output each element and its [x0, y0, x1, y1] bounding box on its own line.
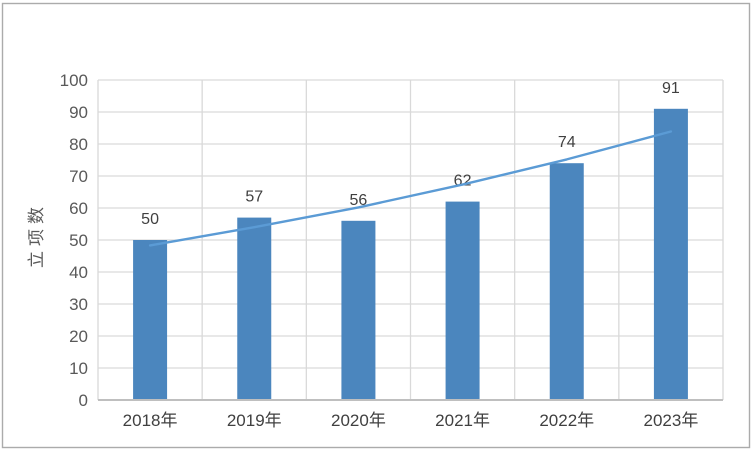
y-tick-label: 50	[69, 231, 88, 250]
bar	[237, 217, 272, 400]
x-category-label: 2023年	[644, 411, 699, 430]
y-tick-label: 90	[69, 103, 88, 122]
y-tick-label: 70	[69, 167, 88, 186]
y-tick-label: 20	[69, 327, 88, 346]
data-label: 91	[662, 80, 680, 97]
data-label: 74	[558, 134, 576, 151]
x-category-label: 2018年	[123, 411, 178, 430]
y-tick-label: 60	[69, 199, 88, 218]
y-tick-label: 10	[69, 359, 88, 378]
trend-line	[148, 130, 673, 247]
bar	[549, 163, 584, 400]
y-tick-label: 100	[60, 71, 88, 90]
data-label: 50	[141, 211, 159, 228]
x-category-label: 2021年	[435, 411, 490, 430]
data-label: 57	[245, 189, 263, 206]
x-category-label: 2019年	[227, 411, 282, 430]
y-tick-label: 30	[69, 295, 88, 314]
y-tick-label: 80	[69, 135, 88, 154]
data-label: 56	[350, 192, 368, 209]
x-category-label: 2022年	[539, 411, 594, 430]
bar	[341, 220, 376, 400]
y-tick-label: 0	[79, 391, 88, 410]
bar	[445, 201, 480, 400]
y-axis-title: 立项数	[27, 202, 46, 268]
y-tick-label: 40	[69, 263, 88, 282]
bar	[133, 240, 168, 400]
x-category-label: 2020年	[331, 411, 386, 430]
bar	[653, 108, 688, 401]
